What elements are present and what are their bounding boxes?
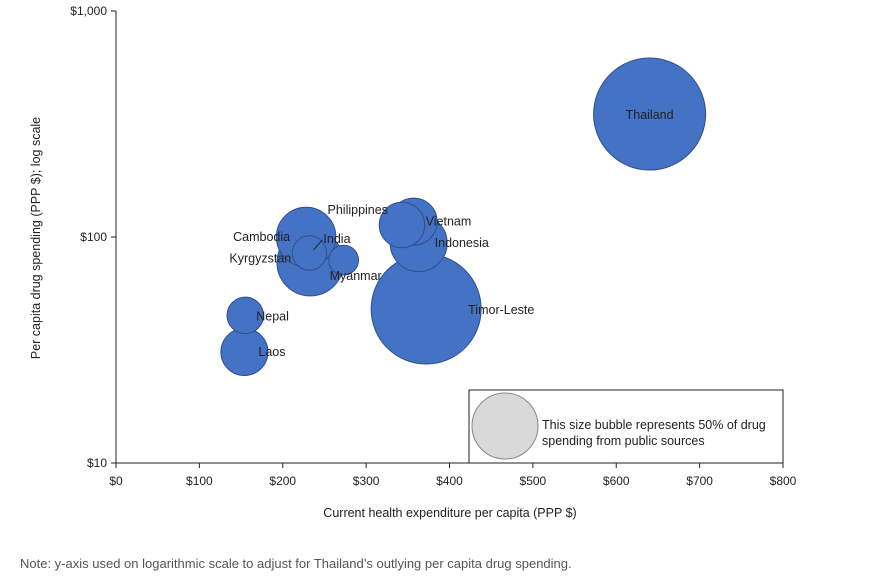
x-tick-label: $800	[770, 474, 797, 488]
bubble-label-thailand: Thailand	[626, 108, 674, 122]
y-tick-label: $10	[87, 456, 107, 470]
bubble-label-timor-leste: Timor-Leste	[468, 303, 534, 317]
plot-area: $0 $100 $200 $300 $400 $500 $600 $700 $800 $10 $10…	[70, 4, 796, 488]
x-tick-label: $400	[436, 474, 463, 488]
bubble-label-vietnam: Vietnam	[426, 215, 472, 229]
y-tick-label: $1,000	[70, 4, 107, 18]
bubble-label-myanmar: Myanmar	[330, 269, 382, 283]
x-tick-label: $700	[686, 474, 713, 488]
bubble-philippines	[378, 201, 426, 249]
y-tick-label: $100	[80, 230, 107, 244]
x-tick-label: $100	[186, 474, 213, 488]
x-axis-title: Current health expenditure per capita (P…	[323, 506, 576, 520]
bubble-layer	[220, 57, 707, 376]
x-tick-label: $500	[520, 474, 547, 488]
x-tick-label: $0	[109, 474, 123, 488]
bubble-chart: $0 $100 $200 $300 $400 $500 $600 $700 $800 $10 $10…	[29, 4, 797, 520]
x-tick-label: $600	[603, 474, 630, 488]
bubble-label-cambodia: Cambodia	[233, 230, 290, 244]
footnote: Note: y-axis used on logarithmic scale t…	[20, 556, 572, 571]
label-leader-line	[313, 239, 323, 251]
bubble-label-indonesia: Indonesia	[435, 236, 489, 250]
bubble-label-kyrgyzstan: Kyrgyzstan	[229, 252, 291, 266]
legend: This size bubble represents 50% of drug s…	[468, 389, 784, 464]
bubble-label-nepal: Nepal	[256, 309, 289, 323]
legend-text-line2: spending from public sources	[542, 434, 705, 448]
legend-text-line1: This size bubble represents 50% of drug	[542, 418, 766, 432]
legend-bubble	[471, 392, 539, 460]
bubble-label-india: India	[323, 232, 350, 246]
bubble-thailand	[593, 57, 707, 171]
bubble-label-laos: Laos	[258, 345, 285, 359]
y-axis-title: Per capita drug spending (PPP $); log sc…	[29, 117, 43, 359]
bubble-label-layer: Thailand Timor-Leste Vietnam Philippines Ind…	[229, 108, 673, 359]
bubble-nepal	[226, 296, 264, 335]
x-tick-label: $300	[353, 474, 380, 488]
bubble-myanmar	[328, 244, 359, 276]
bubble-label-philippines: Philippines	[328, 203, 388, 217]
x-tick-label: $200	[269, 474, 296, 488]
